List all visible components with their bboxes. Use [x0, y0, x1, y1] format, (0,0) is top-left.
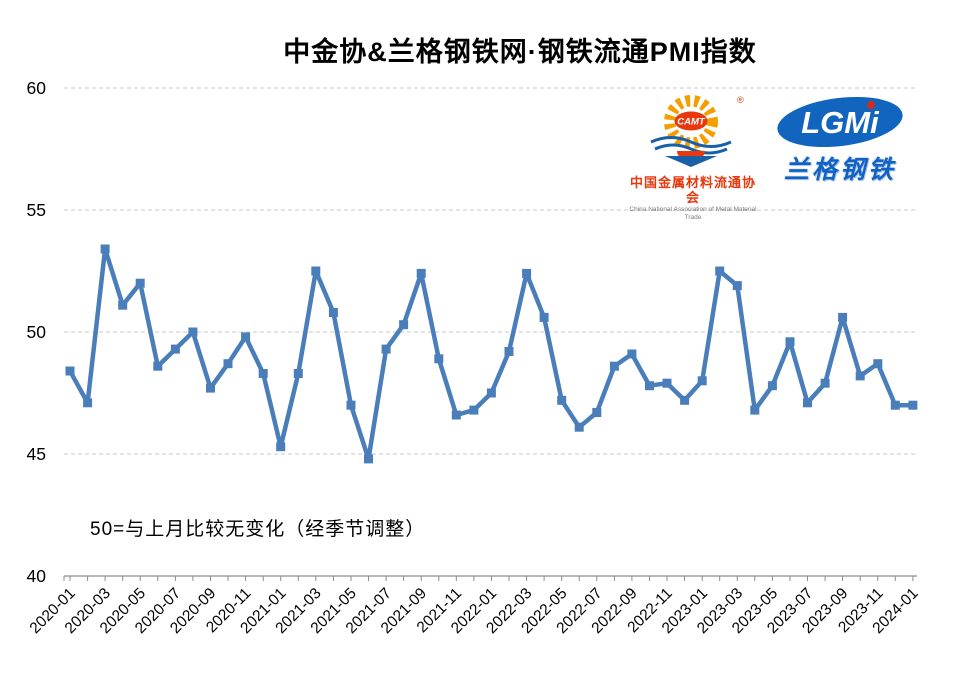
data-point: [838, 312, 848, 322]
y-tick-label: 60: [27, 78, 47, 98]
camt-name-cn: 中国金属材料流通协会: [629, 175, 756, 206]
data-point: [381, 344, 391, 354]
data-point: [750, 405, 760, 415]
data-point: [223, 359, 233, 369]
data-point: [293, 369, 303, 378]
data-point: [346, 400, 356, 410]
data-point: [715, 266, 725, 276]
camt-acronym: CAMT: [677, 117, 706, 128]
data-point: [820, 378, 830, 388]
lgmi-red-dot-icon: [867, 101, 875, 109]
y-tick-label: 40: [27, 566, 47, 586]
data-point: [504, 347, 514, 356]
lgmi-emblem-icon: LGMi: [763, 96, 917, 148]
data-point: [557, 395, 567, 405]
data-point: [627, 349, 637, 359]
data-point: [592, 408, 602, 417]
data-point: [135, 278, 145, 288]
data-point: [399, 320, 409, 330]
y-tick-label: 50: [27, 322, 47, 342]
axis-note: 50=与上月比较无变化（经季节调整）: [90, 519, 426, 540]
data-point: [118, 300, 128, 310]
data-point: [785, 337, 795, 347]
pmi-line: [67, 246, 916, 462]
lgmi-logo: LGMi 兰格钢铁: [763, 94, 917, 184]
data-point: [188, 327, 198, 337]
data-point: [83, 398, 93, 408]
data-point: [469, 405, 479, 415]
data-point: [100, 244, 110, 254]
camt-logo: CAMT ® 中国金属材料流通协会 China National Associa…: [627, 92, 759, 221]
data-point: [241, 332, 251, 342]
data-point: [311, 266, 321, 276]
data-point: [697, 376, 707, 386]
data-point: [451, 410, 461, 420]
data-point: [486, 388, 496, 398]
data-point: [539, 312, 549, 322]
data-point: [65, 366, 75, 376]
data-point: [873, 359, 883, 369]
data-point: [645, 381, 654, 391]
data-point: [803, 398, 812, 408]
data-point: [434, 354, 444, 364]
data-point: [574, 422, 584, 432]
data-point: [890, 400, 900, 410]
data-point: [258, 369, 268, 378]
data-point: [732, 281, 742, 291]
data-point: [328, 308, 338, 317]
data-point: [855, 371, 865, 381]
camt-emblem-icon: CAMT ®: [650, 95, 744, 167]
data-point: [416, 268, 426, 278]
data-point: [767, 381, 777, 391]
y-tick-label: 55: [27, 200, 46, 220]
data-point: [364, 454, 373, 464]
data-point: [609, 361, 619, 371]
data-point: [170, 344, 180, 354]
data-point: [276, 442, 286, 452]
camt-name-en: China National Association of Metal Mate…: [629, 206, 757, 221]
chart-title: 中金协&兰格钢铁网·钢铁流通PMI指数: [283, 37, 757, 67]
data-point: [522, 268, 532, 278]
y-tick-label: 45: [27, 444, 46, 464]
registered-mark-icon: ®: [737, 95, 744, 105]
data-point: [153, 361, 163, 371]
data-point: [680, 395, 690, 405]
lgmi-acronym: LGMi: [801, 105, 880, 140]
data-point: [662, 378, 672, 388]
lgmi-name-cn: 兰格钢铁: [783, 155, 896, 184]
data-point: [908, 400, 918, 410]
data-point: [206, 383, 215, 393]
